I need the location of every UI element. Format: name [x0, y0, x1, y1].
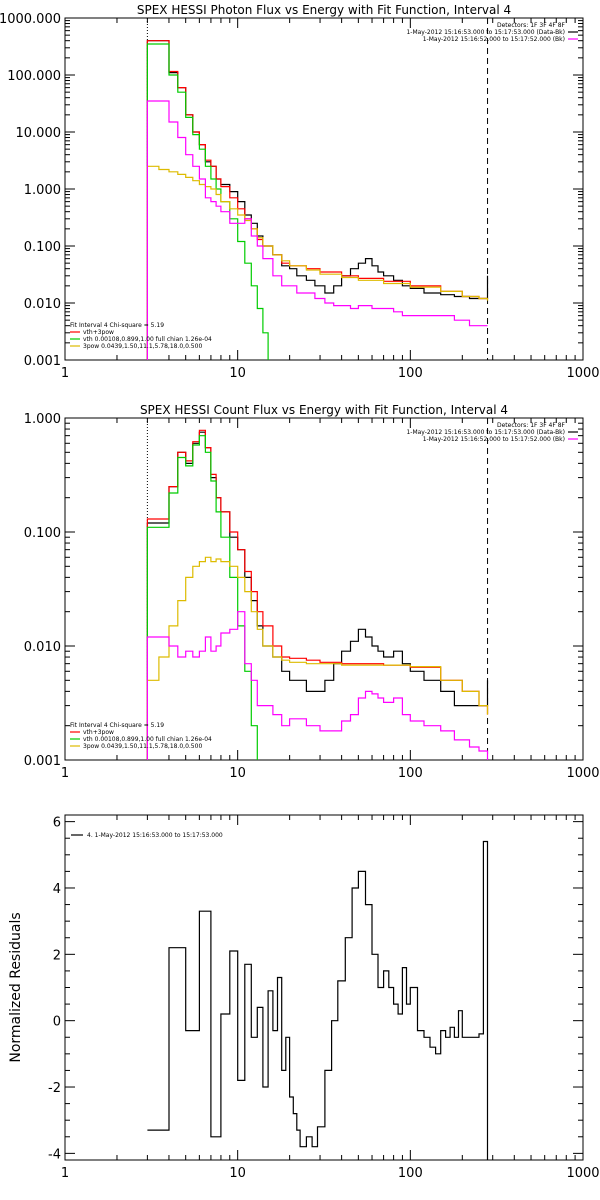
header-line: 1-May-2012 15:16:53.000 to 15:17:53.000 … [406, 429, 565, 436]
chart-title: SPEX HESSI Photon Flux vs Energy with Fi… [137, 3, 511, 17]
legend-label: vth 0.00108,0.899,1.00 full chian 1.26e-… [83, 736, 212, 743]
series-line-1 [147, 840, 489, 1160]
header-line: 1-May-2012 15:16:53.000 to 15:17:53.000 … [406, 29, 565, 36]
x-tick-label: 1 [61, 1166, 69, 1181]
x-tick-label: 100 [398, 366, 423, 381]
legend-label: vth 0.00108,0.899,1.00 full chian 1.26e-… [83, 336, 212, 343]
chart-title: SPEX HESSI Count Flux vs Energy with Fit… [140, 403, 508, 417]
header-line: 1-May-2012 15:16:52.000 to 15:17:52.000 … [423, 36, 565, 43]
legend-label: 3pow 0.0439,1.50,11.1,5.78,18.0,0.500 [83, 743, 202, 750]
series-line-1 [146, 40, 489, 360]
x-tick-label: 1000 [566, 766, 599, 781]
fit-label: Fit Interval 4 Chi-square = 5.19 [70, 722, 164, 729]
series-line-5 [146, 100, 488, 360]
y-tick-label: 1.000 [24, 412, 61, 427]
y-tick-label: 6 [53, 816, 61, 831]
legend-label: 3pow 0.0439,1.50,11.1,5.78,18.0,0.500 [83, 343, 202, 350]
series-line-5 [146, 611, 489, 760]
series-line-2 [146, 429, 489, 760]
x-tick-label: 1 [61, 766, 69, 781]
x-tick-label: 10 [229, 366, 246, 381]
y-axis-label: Normalized Residuals [8, 912, 24, 1062]
y-tick-label: 1.000 [24, 183, 61, 198]
y-tick-label: 100.000 [7, 69, 61, 84]
series-line-4 [146, 556, 489, 760]
chart-panel-3: 1 10 100 1000 -4 -2 0 2 4 6 Normalized Residuals 4.… [8, 814, 600, 1181]
chart-panel-2: SPEX HESSI Count Flux vs Energy with Fit… [24, 403, 600, 781]
legend-label: vth+3pow [83, 729, 114, 736]
y-tick-label: 0 [53, 1015, 61, 1030]
plot-frame [64, 814, 584, 1161]
x-tick-label: 1000 [566, 1166, 599, 1181]
y-tick-label: 4 [53, 882, 61, 897]
x-tick-label: 1 [61, 366, 69, 381]
x-tick-label: 100 [398, 766, 423, 781]
y-tick-label: -2 [48, 1081, 61, 1096]
y-tick-label: 0.010 [24, 297, 61, 312]
series-line-1 [146, 431, 489, 760]
y-tick-label: 2 [53, 948, 61, 963]
series-line-3 [146, 435, 258, 760]
y-tick-label: -4 [48, 1147, 61, 1162]
x-tick-label: 1000 [566, 366, 599, 381]
y-tick-label: 0.010 [24, 640, 61, 655]
y-tick-label: 1000.000 [0, 12, 61, 27]
series-line-3 [146, 43, 269, 360]
x-tick-label: 10 [229, 766, 246, 781]
header-line: Detectors: 1F 3F 4F 8F [497, 22, 566, 29]
plot-frame [64, 17, 584, 361]
y-tick-label: 0.001 [24, 754, 61, 769]
y-tick-label: 0.001 [24, 354, 61, 369]
plot-frame [64, 417, 584, 761]
x-tick-label: 100 [398, 1166, 423, 1181]
chart-panel-1: SPEX HESSI Photon Flux vs Energy with Fi… [0, 3, 600, 381]
x-tick-label: 10 [229, 1166, 246, 1181]
legend-label: vth+3pow [83, 329, 114, 336]
series-line-2 [146, 40, 488, 360]
y-tick-label: 10.000 [16, 126, 62, 141]
y-tick-label: 0.100 [24, 526, 61, 541]
legend-label: 4. 1-May-2012 15:16:53.000 to 15:17:53.0… [87, 832, 223, 839]
y-tick-label: 0.100 [24, 240, 61, 255]
fit-label: Fit Interval 4 Chi-square = 5.19 [70, 322, 164, 329]
series-line-4 [146, 165, 489, 360]
header-line: Detectors: 1F 3F 4F 8F [497, 422, 566, 429]
header-line: 1-May-2012 15:16:52.000 to 15:17:52.000 … [423, 436, 565, 443]
